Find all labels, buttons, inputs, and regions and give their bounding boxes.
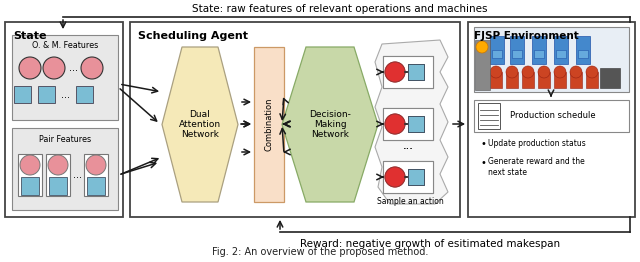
Circle shape: [538, 66, 550, 78]
Circle shape: [43, 57, 65, 79]
Bar: [490, 72, 502, 88]
Bar: [506, 72, 518, 88]
Circle shape: [476, 41, 488, 53]
Bar: [12, 128, 118, 210]
Bar: [478, 103, 500, 129]
Text: ...: ...: [61, 90, 70, 100]
Text: Generate reward and the
next state: Generate reward and the next state: [488, 157, 585, 177]
Circle shape: [570, 66, 582, 78]
Text: State: raw features of relevant operations and machines: State: raw features of relevant operatio…: [192, 4, 488, 14]
Circle shape: [86, 155, 106, 175]
Circle shape: [385, 62, 405, 82]
Bar: [408, 64, 424, 80]
Bar: [84, 154, 108, 196]
Circle shape: [385, 114, 405, 134]
Bar: [18, 154, 42, 196]
Bar: [570, 72, 582, 88]
Bar: [46, 154, 70, 196]
Bar: [254, 47, 284, 202]
Text: ...: ...: [72, 170, 81, 180]
Circle shape: [385, 167, 405, 187]
Bar: [21, 177, 39, 195]
Text: Dual
Attention
Network: Dual Attention Network: [179, 110, 221, 139]
Circle shape: [554, 66, 566, 78]
Bar: [490, 36, 504, 64]
Bar: [534, 50, 544, 58]
Circle shape: [506, 66, 518, 78]
Text: Decision-
Making
Network: Decision- Making Network: [309, 110, 351, 139]
Polygon shape: [282, 47, 378, 202]
Bar: [474, 27, 629, 92]
Bar: [578, 50, 588, 58]
Bar: [408, 169, 424, 185]
Bar: [468, 22, 635, 217]
Circle shape: [81, 57, 103, 79]
Bar: [76, 86, 93, 103]
Text: Pair Features: Pair Features: [39, 134, 91, 144]
Bar: [510, 36, 524, 64]
Circle shape: [490, 66, 502, 78]
Bar: [576, 36, 590, 64]
Polygon shape: [162, 47, 238, 202]
Circle shape: [586, 66, 598, 78]
Bar: [12, 35, 118, 120]
Bar: [383, 56, 433, 88]
Text: State: State: [13, 31, 47, 41]
Bar: [554, 72, 566, 88]
Polygon shape: [375, 40, 448, 204]
Bar: [408, 169, 424, 185]
Circle shape: [522, 66, 534, 78]
Circle shape: [385, 114, 405, 134]
Text: Scheduling Agent: Scheduling Agent: [138, 31, 248, 41]
Text: ...: ...: [403, 141, 413, 151]
Bar: [38, 86, 55, 103]
Bar: [383, 161, 433, 193]
Text: Fig. 2: An overview of the proposed method.: Fig. 2: An overview of the proposed meth…: [212, 247, 428, 257]
Bar: [49, 177, 67, 195]
Text: Production schedule: Production schedule: [510, 112, 596, 121]
Circle shape: [48, 155, 68, 175]
Bar: [556, 50, 566, 58]
Bar: [130, 22, 460, 217]
Bar: [87, 177, 105, 195]
Text: O. & M. Features: O. & M. Features: [32, 41, 98, 51]
Bar: [383, 108, 433, 140]
Text: Update production status: Update production status: [488, 139, 586, 149]
Bar: [383, 161, 433, 193]
Bar: [408, 64, 424, 80]
Bar: [532, 36, 546, 64]
Bar: [522, 72, 534, 88]
Circle shape: [20, 155, 40, 175]
Bar: [408, 116, 424, 132]
Circle shape: [385, 62, 405, 82]
Text: •: •: [480, 158, 486, 168]
Circle shape: [19, 57, 41, 79]
Bar: [538, 72, 550, 88]
Text: Sample an action: Sample an action: [376, 198, 444, 206]
Bar: [586, 72, 598, 88]
Text: Combination: Combination: [264, 98, 273, 151]
Bar: [512, 50, 522, 58]
Text: •: •: [480, 139, 486, 149]
Bar: [383, 56, 433, 88]
Bar: [383, 108, 433, 140]
Text: ...: ...: [403, 141, 413, 151]
Text: Reward: negative growth of esitimated makespan: Reward: negative growth of esitimated ma…: [300, 239, 560, 249]
Circle shape: [385, 167, 405, 187]
Bar: [14, 86, 31, 103]
Bar: [554, 36, 568, 64]
Bar: [5, 22, 123, 217]
Bar: [475, 40, 490, 90]
Bar: [474, 100, 629, 132]
Bar: [408, 116, 424, 132]
Bar: [600, 68, 620, 88]
Text: ...: ...: [68, 63, 77, 73]
Bar: [492, 50, 502, 58]
Text: FJSP Environment: FJSP Environment: [474, 31, 579, 41]
